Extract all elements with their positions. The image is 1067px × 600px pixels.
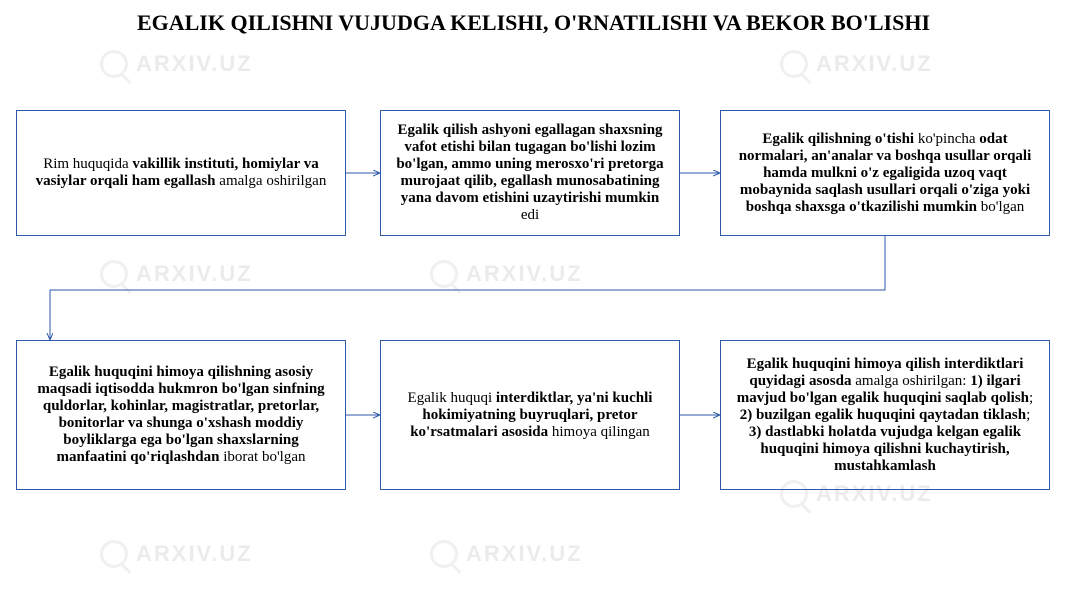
box-text-post: himoya qilingan — [548, 424, 650, 440]
watermark: ARXIV.UZ — [100, 50, 253, 78]
page-title: EGALIK QILISHNI VUJUDGA KELISHI, O'RNATI… — [0, 10, 1067, 36]
watermark: ARXIV.UZ — [100, 540, 253, 568]
box-text-bold: Egalik qilishning o'tishi — [762, 131, 914, 147]
watermark: ARXIV.UZ — [430, 540, 583, 568]
box-text-bold4: 3) dastlabki holatda vujudga kelgan egal… — [749, 424, 1021, 474]
flow-box-4: Egalik huquqini himoya qilishning asosiy… — [16, 340, 346, 490]
flow-box-3: Egalik qilishning o'tishi ko'pincha odat… — [720, 110, 1050, 236]
watermark: ARXIV.UZ — [430, 260, 583, 288]
box-text-mid: ko'pincha — [914, 131, 979, 147]
watermark: ARXIV.UZ — [780, 50, 933, 78]
box-text-mid2: ; — [1029, 390, 1033, 406]
box-text-bold3: 2) buzilgan egalik huquqini qaytadan tik… — [740, 407, 1026, 423]
flow-box-5: Egalik huquqi interdiktlar, ya'ni kuchli… — [380, 340, 680, 490]
box-text-post: amalga oshirilgan — [216, 173, 327, 189]
box-text-post: iborat bo'lgan — [219, 449, 305, 465]
box-text-mid: amalga oshirilgan: — [852, 373, 971, 389]
box-text-mid3: ; — [1026, 407, 1030, 423]
box-text-post: edi — [521, 207, 539, 223]
box-text-pre: Rim huquqida — [43, 156, 132, 172]
flow-box-2: Egalik qilish ashyoni egallagan shaxsnin… — [380, 110, 680, 236]
box-text-bold: Egalik qilish ashyoni egallagan shaxsnin… — [396, 122, 663, 206]
flow-box-1: Rim huquqida vakillik instituti, homiyla… — [16, 110, 346, 236]
watermark: ARXIV.UZ — [100, 260, 253, 288]
flow-box-6: Egalik huquqini himoya qilish interdiktl… — [720, 340, 1050, 490]
box-text-pre: Egalik huquqi — [408, 390, 496, 406]
connector-layer — [0, 0, 1067, 600]
box-text-post: bo'lgan — [977, 199, 1024, 215]
